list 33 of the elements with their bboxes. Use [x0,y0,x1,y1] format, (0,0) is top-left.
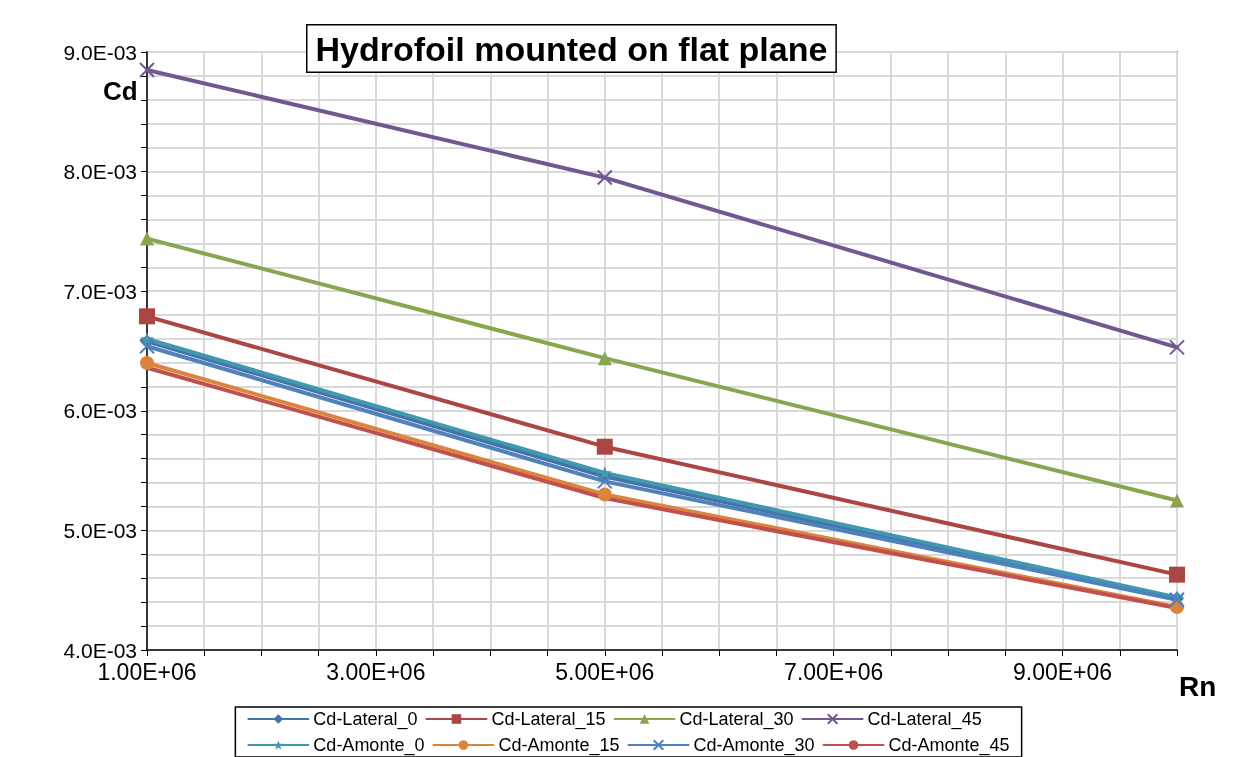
y-tick-label: 9.0E-03 [63,40,137,64]
x-tick-label: 9.00E+06 [1012,658,1113,685]
legend-label: Cd-Lateral_0 [313,709,418,730]
point [596,438,613,455]
point [140,355,154,370]
point [596,169,613,186]
point [1170,493,1184,508]
point [140,231,154,246]
point [1169,339,1185,356]
legend-label: Cd-Amonte_30 [693,735,815,756]
y-axis-title: Cd [103,76,138,106]
x-axis-title: Rn [1179,670,1217,702]
point [597,487,612,502]
legend-label: Cd-Lateral_30 [679,709,794,730]
x-tick-label: 7.00E+06 [784,658,884,685]
legend-label: Cd-Amonte_15 [498,735,620,756]
point [597,351,612,366]
point [1169,566,1185,583]
x-tick-label: 3.00E+06 [326,658,426,685]
point [139,61,155,78]
point [139,338,155,355]
point [139,308,155,325]
legend-label: Cd-Lateral_15 [491,709,606,730]
legend-label: Cd-Amonte_0 [313,735,425,756]
x-tick-label: 5.00E+06 [555,658,655,685]
chart-title: Hydrofoil mounted on flat plane [315,29,828,68]
legend-label: Cd-Lateral_45 [867,709,982,730]
point [596,473,613,490]
y-tick-label: 5.0E-03 [63,518,137,542]
y-tick-label: 8.0E-03 [63,160,137,184]
y-tick-label: 7.0E-03 [63,279,137,303]
y-tick-label: 6.0E-03 [63,399,137,423]
legend-label: Cd-Amonte_45 [888,735,1010,756]
